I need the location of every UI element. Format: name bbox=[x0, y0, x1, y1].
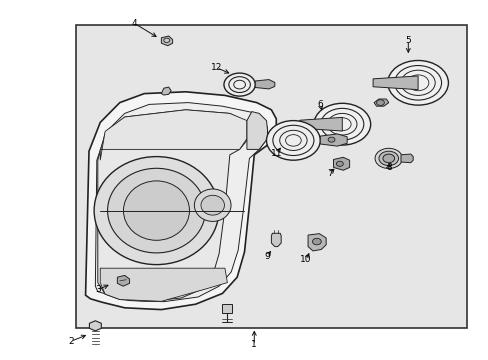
Polygon shape bbox=[100, 268, 227, 301]
Polygon shape bbox=[400, 154, 412, 163]
Text: 10: 10 bbox=[300, 256, 311, 264]
Circle shape bbox=[374, 148, 402, 168]
Ellipse shape bbox=[201, 195, 224, 215]
Circle shape bbox=[387, 60, 447, 105]
Text: 2: 2 bbox=[68, 337, 74, 346]
Polygon shape bbox=[373, 99, 388, 106]
Bar bbox=[76, 25, 466, 328]
Polygon shape bbox=[222, 304, 232, 313]
Text: 11: 11 bbox=[270, 149, 282, 158]
Text: 8: 8 bbox=[385, 163, 391, 172]
Text: 9: 9 bbox=[264, 252, 269, 261]
Ellipse shape bbox=[107, 168, 205, 253]
Polygon shape bbox=[98, 110, 246, 301]
Polygon shape bbox=[299, 117, 342, 131]
Circle shape bbox=[266, 121, 320, 160]
Text: 12: 12 bbox=[210, 63, 222, 72]
Circle shape bbox=[312, 238, 321, 245]
Circle shape bbox=[376, 100, 384, 105]
Ellipse shape bbox=[94, 157, 219, 265]
Polygon shape bbox=[255, 80, 274, 89]
Polygon shape bbox=[85, 92, 276, 310]
Text: 6: 6 bbox=[317, 100, 323, 109]
Polygon shape bbox=[333, 157, 349, 170]
Circle shape bbox=[224, 73, 255, 96]
Circle shape bbox=[336, 161, 343, 166]
Polygon shape bbox=[100, 110, 246, 160]
Circle shape bbox=[378, 151, 398, 166]
Circle shape bbox=[163, 38, 169, 42]
Polygon shape bbox=[161, 87, 171, 95]
Polygon shape bbox=[271, 233, 281, 247]
Text: 3: 3 bbox=[95, 285, 101, 294]
Text: 5: 5 bbox=[405, 36, 410, 45]
Circle shape bbox=[327, 137, 334, 142]
Polygon shape bbox=[246, 112, 267, 149]
Ellipse shape bbox=[123, 181, 189, 240]
Text: 7: 7 bbox=[326, 169, 332, 178]
Polygon shape bbox=[372, 76, 417, 90]
Polygon shape bbox=[161, 36, 172, 46]
Circle shape bbox=[313, 103, 370, 145]
Polygon shape bbox=[117, 275, 129, 286]
Ellipse shape bbox=[194, 189, 231, 221]
Text: 1: 1 bbox=[251, 341, 257, 349]
Polygon shape bbox=[89, 321, 101, 331]
Circle shape bbox=[382, 154, 394, 163]
Polygon shape bbox=[95, 103, 267, 302]
Polygon shape bbox=[307, 234, 325, 251]
Text: 4: 4 bbox=[131, 19, 137, 28]
Polygon shape bbox=[320, 134, 346, 146]
